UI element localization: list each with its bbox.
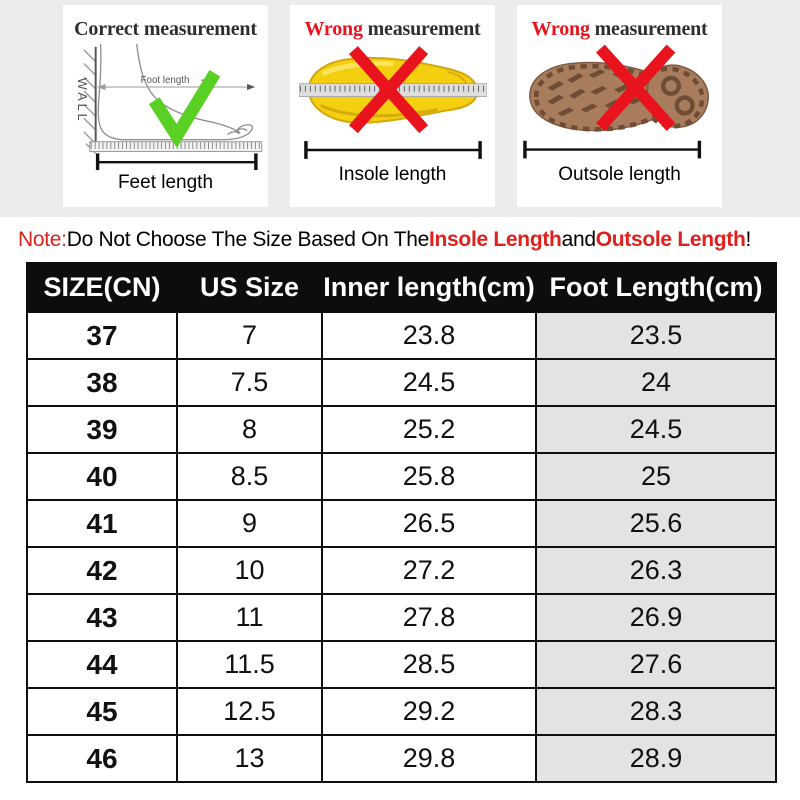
header-size-cn: SIZE(CN) — [26, 262, 178, 313]
cell-cn-size: 46 — [26, 734, 178, 783]
cell-us-size: 11.5 — [176, 640, 323, 689]
cell-cn-size: 44 — [26, 640, 178, 689]
note-label: Note: — [18, 227, 67, 251]
title-word: Wrong — [304, 18, 363, 40]
cell-us-size: 8.5 — [176, 452, 323, 501]
cell-us-size: 7 — [176, 311, 323, 360]
table-row: 39 8 25.2 24.5 — [26, 405, 777, 454]
cell-cn-size: 38 — [26, 358, 178, 407]
cell-cn-size: 39 — [26, 405, 178, 454]
panel-title: Wrong measurement — [531, 18, 707, 41]
cell-cn-size: 40 — [26, 452, 178, 501]
panel-title: Wrong measurement — [304, 18, 480, 41]
cell-inner-length: 29.8 — [321, 734, 537, 783]
note-body: Do Not Choose The Size Based On The — [66, 227, 430, 251]
cell-foot-length: 26.9 — [535, 593, 777, 642]
table-row: 42 10 27.2 26.3 — [26, 546, 777, 595]
title-word: Correct — [74, 18, 140, 40]
wrong-insole-panel: Wrong measurement Insole length — [290, 5, 495, 207]
length-bracket — [303, 141, 482, 159]
note-suffix: ! — [745, 227, 752, 251]
length-bracket — [522, 140, 701, 159]
table-row: 45 12.5 29.2 28.3 — [26, 687, 777, 736]
title-rest: measurement — [367, 18, 481, 40]
wrong-outsole-panel: Wrong measurement — [517, 5, 722, 207]
table-row: 46 13 29.8 28.9 — [26, 734, 777, 783]
title-rest: measurement — [594, 18, 708, 40]
foot-outline — [97, 44, 253, 141]
table-row: 37 7 23.8 23.5 — [26, 311, 777, 360]
note-highlight-outsole: Outsole Length — [595, 227, 746, 251]
cell-us-size: 11 — [176, 593, 323, 642]
note-highlight-insole: Insole Length — [428, 227, 562, 251]
note-conjunction: and — [561, 227, 596, 251]
cell-inner-length: 23.8 — [321, 311, 537, 360]
panel-caption: Outsole length — [558, 164, 681, 185]
cell-foot-length: 24.5 — [535, 405, 777, 454]
cell-us-size: 8 — [176, 405, 323, 454]
title-word: Wrong — [531, 18, 590, 40]
panel-caption: Feet length — [117, 172, 214, 193]
measurement-guide-section: Correct measurement WALL — [0, 0, 800, 217]
cross-icon — [348, 46, 428, 134]
cell-foot-length: 27.6 — [535, 640, 777, 689]
cell-inner-length: 28.5 — [321, 640, 537, 689]
wall-label: WALL — [75, 78, 89, 124]
cell-us-size: 7.5 — [176, 358, 323, 407]
cell-cn-size: 45 — [26, 687, 178, 736]
size-table: SIZE(CN) US Size Inner length(cm) Foot L… — [26, 262, 777, 783]
cell-inner-length: 29.2 — [321, 687, 537, 736]
table-header-row: SIZE(CN) US Size Inner length(cm) Foot L… — [26, 262, 777, 313]
foot-measurement-illustration: WALL Foot length — [75, 44, 262, 171]
table-row: 44 11.5 28.5 27.6 — [26, 640, 777, 689]
table-row: 43 11 27.8 26.9 — [26, 593, 777, 642]
cell-inner-length: 27.2 — [321, 546, 537, 595]
panel-caption: Insole length — [338, 164, 447, 185]
cell-inner-length: 24.5 — [321, 358, 537, 407]
cell-foot-length: 23.5 — [535, 311, 777, 360]
header-us-size: US Size — [176, 262, 323, 313]
insole-illustration — [298, 46, 487, 159]
cell-foot-length: 28.3 — [535, 687, 777, 736]
cell-foot-length: 28.9 — [535, 734, 777, 783]
cell-foot-length: 25.6 — [535, 499, 777, 548]
foot-length-label: Foot length — [140, 75, 189, 86]
outsole-illustration — [522, 44, 709, 159]
header-inner-length: Inner length(cm) — [321, 262, 537, 313]
cell-inner-length: 25.8 — [321, 452, 537, 501]
title-rest: measurement — [143, 18, 257, 40]
cell-cn-size: 42 — [26, 546, 178, 595]
note-banner: Note: Do Not Choose The Size Based On Th… — [0, 217, 800, 262]
cell-inner-length: 25.2 — [321, 405, 537, 454]
header-foot-length: Foot Length(cm) — [535, 262, 777, 313]
table-row: 38 7.5 24.5 24 — [26, 358, 777, 407]
cell-inner-length: 26.5 — [321, 499, 537, 548]
cell-us-size: 9 — [176, 499, 323, 548]
panel-title: Correct measurement — [74, 18, 257, 41]
foot-length-arrow: Foot length — [97, 75, 255, 91]
cell-us-size: 13 — [176, 734, 323, 783]
checkmark-icon — [148, 70, 220, 148]
cell-foot-length: 24 — [535, 358, 777, 407]
cell-cn-size: 37 — [26, 311, 178, 360]
cell-cn-size: 43 — [26, 593, 178, 642]
cell-inner-length: 27.8 — [321, 593, 537, 642]
length-bracket — [95, 153, 258, 171]
cell-cn-size: 41 — [26, 499, 178, 548]
correct-measurement-panel: Correct measurement WALL — [63, 5, 268, 207]
cell-us-size: 12.5 — [176, 687, 323, 736]
cell-foot-length: 25 — [535, 452, 777, 501]
cell-foot-length: 26.3 — [535, 546, 777, 595]
table-row: 41 9 26.5 25.6 — [26, 499, 777, 548]
table-row: 40 8.5 25.8 25 — [26, 452, 777, 501]
cell-us-size: 10 — [176, 546, 323, 595]
cross-icon — [595, 44, 675, 131]
